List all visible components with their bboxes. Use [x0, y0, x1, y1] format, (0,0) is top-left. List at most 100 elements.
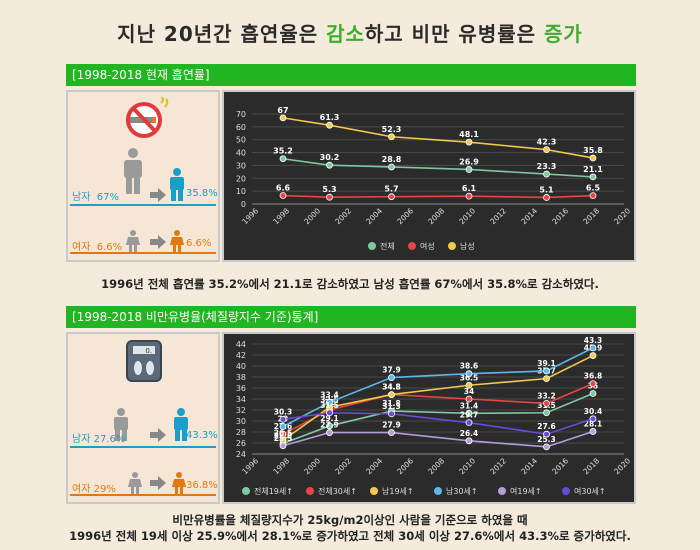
data-point [326, 429, 333, 436]
data-label: 36.5 [460, 373, 479, 382]
data-label: 67 [277, 106, 288, 115]
scale-display: 0. [145, 347, 152, 355]
section2-header: [1998-2018 비만유병율(체질량지수 기준)통계] [66, 306, 636, 328]
series-line [282, 354, 594, 441]
data-label: 34.8 [382, 383, 401, 392]
y-tick-label: 40 [236, 149, 246, 158]
data-point [543, 400, 550, 407]
legend-label: 여성 [420, 241, 435, 251]
y-tick-label: 32 [236, 406, 246, 415]
data-point [279, 415, 287, 423]
data-point [388, 193, 395, 201]
data-label: 38.6 [460, 362, 479, 371]
data-point [589, 390, 597, 397]
y-tick-label: 38 [236, 373, 246, 382]
data-label: 37.9 [382, 366, 401, 375]
data-point [465, 437, 473, 445]
section2-caption-line1: 비만유병률을 체질량지수가 25kg/m2이상인 사람을 기준으로 하였을 때 [172, 513, 528, 527]
data-label: 30.3 [274, 407, 293, 416]
data-point [543, 146, 550, 154]
legend-marker [368, 242, 376, 250]
person-icon [126, 230, 140, 252]
series-line [282, 411, 594, 436]
obesity-chart-box: 24 26 28 30 32 34 36 38 40 42 44 1996 1998 2000 2002 20… [222, 332, 636, 504]
data-point [589, 352, 597, 359]
data-label: 26.4 [460, 429, 479, 438]
arrow-right-icon [150, 476, 166, 490]
data-point [589, 192, 597, 200]
legend-marker [434, 487, 442, 495]
series-line [282, 157, 594, 178]
data-label: 26.9 [459, 157, 479, 166]
legend-label: 남성 [460, 242, 475, 251]
data-label: 28.1 [584, 419, 603, 428]
person-icon [124, 148, 142, 194]
data-label: 35.8 [583, 146, 603, 155]
smoking-info-panel: 남자 67% 35.8% 여자 6.6% 6.6% [66, 90, 220, 262]
data-point [589, 380, 597, 387]
scale-icon: 0. [126, 340, 162, 382]
data-label: 28.8 [382, 155, 402, 164]
data-point [465, 166, 473, 173]
data-label: 36.8 [584, 372, 603, 381]
data-point [465, 138, 473, 146]
data-label: 6.1 [462, 184, 477, 193]
data-label: 25.5 [274, 434, 293, 443]
data-point [543, 430, 550, 438]
data-label: 31.4 [460, 401, 479, 410]
data-point [388, 410, 395, 418]
data-point [465, 419, 473, 427]
data-label: 33.4 [320, 390, 339, 399]
legend-label: 여19세↑ [510, 486, 542, 496]
data-point [589, 415, 597, 423]
data-point [279, 192, 287, 199]
male-smoking-label: 남자 67% [72, 192, 119, 203]
data-label: 5.1 [539, 185, 554, 194]
y-tick-label: 20 [236, 174, 246, 183]
data-point [465, 192, 473, 200]
data-label: 52.3 [382, 125, 402, 134]
section2-caption-line2: 1996년 전체 19세 이상 25.9%에서 28.1%로 증가하였고 전체 … [69, 529, 631, 543]
female-obesity-label: 여자 29% [72, 484, 116, 495]
data-label: 34.8 [382, 383, 401, 392]
legend-marker [562, 487, 570, 495]
data-label: 5.3 [322, 185, 336, 194]
y-tick-label: 50 [236, 136, 246, 145]
legend-label: 전체30세↑ [318, 486, 357, 496]
data-label: 25.3 [537, 435, 556, 444]
data-point [388, 163, 395, 171]
data-point [279, 423, 287, 430]
y-tick-label: 10 [236, 187, 246, 196]
data-point [543, 375, 550, 383]
data-point [388, 133, 395, 141]
data-point [589, 173, 597, 181]
data-label: 34 [464, 387, 474, 396]
data-label: 23.3 [537, 162, 557, 171]
person-icon [170, 230, 184, 252]
data-point [326, 409, 333, 417]
data-label: 30.4 [584, 407, 603, 416]
data-point [543, 409, 550, 417]
data-label: 29.7 [460, 411, 479, 420]
legend-marker [370, 487, 378, 495]
legend-label: 전체19세↑ [254, 486, 293, 496]
legend-marker [448, 242, 456, 250]
male-divider [70, 446, 216, 448]
legend-marker [408, 242, 416, 250]
y-tick-label: 24 [236, 450, 246, 459]
y-tick-label: 30 [236, 417, 246, 426]
female-divider [70, 252, 216, 254]
arrow-right-icon [150, 188, 166, 202]
legend-marker [306, 487, 314, 495]
person-icon [114, 408, 128, 441]
data-label: 61.3 [320, 113, 340, 122]
data-point [465, 409, 473, 417]
data-point [543, 367, 550, 375]
data-point [465, 370, 473, 378]
data-point [326, 161, 333, 169]
data-label: 27.9 [320, 421, 339, 430]
legend-label: 여30세↑ [574, 486, 606, 496]
smoking-chart-box: 0 10 20 30 40 50 60 70 1996 1998 2000 2002 2004 2006 2… [222, 90, 636, 262]
